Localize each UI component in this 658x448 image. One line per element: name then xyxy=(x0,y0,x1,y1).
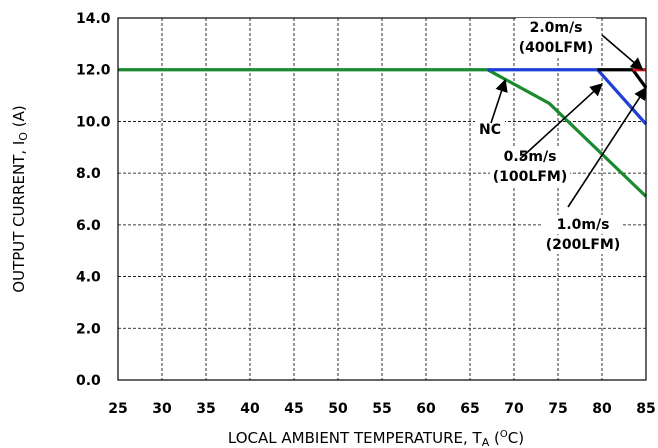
annotation-bg xyxy=(490,167,570,186)
annotations: NC0.5m/s (100LFM) 1.0m/s (200LFM) 2.0m/s (400… xyxy=(475,18,647,254)
y-tick-label: 4.0 xyxy=(76,270,101,286)
x-axis-title: LOCAL AMBIENT TEMPERATURE, TA (OC) xyxy=(228,429,524,448)
y-tick-label: 12.0 xyxy=(76,63,111,79)
y-tick-label: 0.0 xyxy=(76,373,101,389)
gridlines xyxy=(118,18,646,380)
annotation-bg xyxy=(490,147,570,166)
x-tick-label: 85 xyxy=(636,401,655,417)
y-axis-title: OUTPUT CURRENT, IO (A) xyxy=(10,105,30,292)
annotation-bg xyxy=(543,235,623,254)
x-tick-label: 55 xyxy=(372,401,391,417)
x-tick-label: 80 xyxy=(592,401,612,417)
y-tick-label: 2.0 xyxy=(76,321,101,337)
tick-labels: 25 30 35 40 45 50 55 60 65 70 75 80 85 0.0 2.0 4.0 6.0 8.… xyxy=(76,11,656,417)
x-tick-label: 70 xyxy=(504,401,524,417)
annotation-label-s05: (100LFM) xyxy=(493,169,567,185)
annotation-label-s10: (200LFM) xyxy=(546,237,620,253)
y-tick-label: 6.0 xyxy=(76,218,101,234)
x-tick-label: 65 xyxy=(460,401,479,417)
annotation-label-nc: NC xyxy=(479,122,501,138)
annotation-bg xyxy=(475,120,505,139)
annotation-arrow-s10 xyxy=(567,86,647,208)
x-tick-label: 45 xyxy=(284,401,303,417)
y-tick-label: 14.0 xyxy=(76,11,111,27)
y-tick-label: 10.0 xyxy=(76,114,111,130)
series-line-0 xyxy=(118,68,648,198)
y-tick-label: 8.0 xyxy=(76,166,101,182)
x-tick-label: 30 xyxy=(152,401,172,417)
x-tick-label: 60 xyxy=(416,401,436,417)
annotation-arrow-s05 xyxy=(519,83,603,160)
annotation-bg xyxy=(543,215,623,234)
x-tick-label: 40 xyxy=(240,401,260,417)
annotation-arrow-s20 xyxy=(601,34,644,71)
annotation-label-s20: (400LFM) xyxy=(519,40,593,56)
plot-frame xyxy=(117,17,647,381)
annotation-label-s10: 1.0m/s xyxy=(557,217,610,233)
annotation-bg xyxy=(516,38,596,57)
x-tick-label: 50 xyxy=(328,401,348,417)
x-tick-label: 75 xyxy=(548,401,567,417)
x-tick-label: 25 xyxy=(108,401,127,417)
annotation-bg xyxy=(516,18,596,37)
annotation-arrow-nc xyxy=(490,78,508,124)
x-tick-label: 35 xyxy=(196,401,215,417)
annotation-label-s05: 0.5m/s xyxy=(504,149,557,165)
annotation-label-s20: 2.0m/s xyxy=(530,20,583,36)
